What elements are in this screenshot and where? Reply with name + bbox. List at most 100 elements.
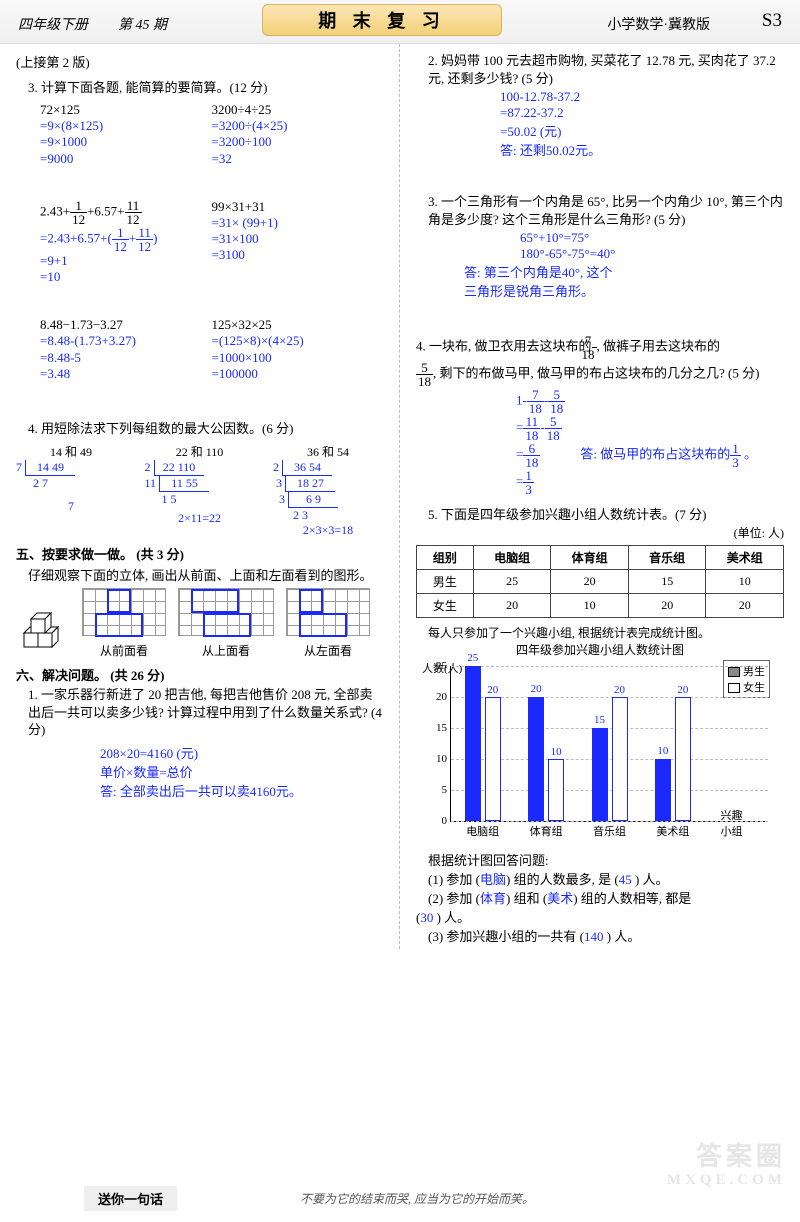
t: ) 人。 <box>604 929 641 944</box>
d: 12 <box>70 213 87 226</box>
table-row: 男生 25 20 15 10 <box>417 569 784 593</box>
td: 10 <box>551 593 629 617</box>
blank: 45 <box>619 872 632 887</box>
page-header: 四年级下册 第 45 期 期 末 复 习 小学数学·冀教版 S3 <box>0 0 800 44</box>
step: =32 <box>212 151 384 167</box>
right-column: 2. 妈妈带 100 元去超市购物, 买菜花了 12.78 元, 买肉花了 37… <box>400 44 800 949</box>
step: =10 <box>40 269 212 285</box>
n: 1 <box>730 442 741 456</box>
div: 2 <box>145 460 151 474</box>
calc-pair-3: 8.48−1.73−3.27 =8.48-(1.73+3.27) =8.48-5… <box>16 317 383 382</box>
t: (3) 参加兴趣小组的一共有 ( <box>428 929 584 944</box>
sub-q: 根据统计图回答问题: <box>416 850 784 869</box>
gcf-result: 2×11=22 <box>145 511 255 526</box>
t: ) 组和 ( <box>506 891 547 906</box>
step: =3.48 <box>40 366 212 382</box>
n: 11 <box>125 199 142 213</box>
t: = <box>516 420 523 435</box>
t: = <box>516 447 523 462</box>
t: 2.43+ <box>40 203 70 218</box>
blank: 140 <box>584 929 604 944</box>
ans2b: (30 ) 人。 <box>416 907 784 926</box>
step: 1-718-518 <box>516 388 784 415</box>
n: 11 <box>136 226 153 240</box>
gcf-work: 7 14 49 2 7 <box>16 460 126 491</box>
n: 11 <box>523 415 540 429</box>
step: 180°-65°-75°=40° <box>520 246 784 262</box>
bar-girl: 20 <box>485 697 501 821</box>
td: 10 <box>706 569 784 593</box>
left-column: (上接第 2 版) 3. 计算下面各题, 能简算的要简算。(12 分) 72×1… <box>0 44 400 949</box>
td: 20 <box>551 569 629 593</box>
blank: 电脑 <box>480 872 506 887</box>
row: 1 5 <box>154 492 177 506</box>
top-view: 从上面看 <box>172 588 280 659</box>
t: = <box>516 474 523 489</box>
table-row: 女生 20 10 20 20 <box>417 593 784 617</box>
q6-1-ans: 208×20=4160 (元) 单价×数量=总价 答: 全部卖出后一共可以卖41… <box>100 743 383 800</box>
n: 6 <box>523 442 540 456</box>
td: 男生 <box>417 569 474 593</box>
div: 3 <box>279 492 285 506</box>
step: 答: 全部卖出后一共可以卖4160元。 <box>100 781 383 800</box>
calc-2b: 99×31+31 =31× (99+1) =31×100 =3100 <box>212 199 384 286</box>
calc-3b: 125×32×25 =(125×8)×(4×25) =1000×100 =100… <box>212 317 384 382</box>
t: ) 人。 <box>433 910 470 925</box>
rq4: 4. 一块布, 做卫衣用去这块布的718, 做裤子用去这块布的 <box>416 334 784 361</box>
d: 3 <box>730 456 741 469</box>
div: 7 <box>16 460 22 474</box>
bar-boy: 10 <box>655 759 671 821</box>
final-answer: 答: 做马甲的布占这块布的13 。 <box>580 442 757 469</box>
gcf-work: 2 36 54 3 18 27 3 6 9 2 3 <box>273 460 383 523</box>
ans1: (1) 参加 (电脑) 组的人数最多, 是 (45 ) 人。 <box>416 869 784 888</box>
step: 208×20=4160 (元) <box>100 743 383 762</box>
gcf-1: 14 和 49 7 14 49 2 7 7 <box>16 443 126 538</box>
header-subject: 小学数学·冀教版 <box>607 14 710 34</box>
calc-pair-2: 2.43+112+6.57+1112 =2.43+6.57+(112+1112)… <box>16 199 383 286</box>
ans3: (3) 参加兴趣小组的一共有 (140 ) 人。 <box>416 926 784 945</box>
blank: 30 <box>420 910 433 925</box>
gcf-3: 36 和 54 2 36 54 3 18 27 3 6 9 2 3 2×3×3=… <box>273 443 383 538</box>
step: =9+1 <box>40 253 212 269</box>
calc-1b: 3200÷4÷25 =3200÷(4×25) =3200÷100 =32 <box>212 102 384 167</box>
step: 单价×数量=总价 <box>100 762 383 781</box>
stats-table: 组别 电脑组 体育组 音乐组 美术组 男生 25 20 15 10 女生 20 … <box>416 545 784 618</box>
content: (上接第 2 版) 3. 计算下面各题, 能简算的要简算。(12 分) 72×1… <box>0 44 800 949</box>
expr: 99×31+31 <box>212 199 384 215</box>
step: =9×1000 <box>40 134 212 150</box>
bar-chart: 男生 女生 人数(人) 05101520252520201015201020电脑… <box>416 660 776 850</box>
expr: 3200÷4÷25 <box>212 102 384 118</box>
gcf-2: 22 和 110 2 22 110 11 11 55 1 5 2×11=22 <box>145 443 255 538</box>
front-view: 从前面看 <box>76 588 172 659</box>
step: 100-12.78-37.2 <box>500 89 784 105</box>
bar-boy: 25 <box>465 666 481 821</box>
bar-girl: 10 <box>548 759 564 821</box>
unit: (单位: 人) <box>416 524 784 541</box>
t: =2.43+6.57+( <box>40 230 112 245</box>
t: +6.57+ <box>87 203 124 218</box>
solid-icon <box>16 603 76 659</box>
continued-note: (上接第 2 版) <box>16 52 383 71</box>
t: ) 组的人数相等, 都是 <box>573 891 691 906</box>
rq3-ans: 65°+10°=75° 180°-65°-75°=40° <box>520 230 784 262</box>
n: 1 <box>523 469 534 483</box>
row: 2 7 <box>25 476 48 490</box>
d: 18 <box>416 375 433 388</box>
q3-title: 3. 计算下面各题, 能简算的要简算。(12 分) <box>16 77 383 96</box>
row: 22 110 <box>154 460 204 476</box>
step: =3200÷100 <box>212 134 384 150</box>
rq3-ans2: 答: 第三个内角是40°, 这个 三角形是锐角三角形。 <box>464 262 784 300</box>
sec5-title: 五、按要求做一做。 (共 3 分) <box>16 544 383 563</box>
t: + <box>129 230 136 245</box>
header-grade: 四年级下册 <box>18 14 88 34</box>
td: 女生 <box>417 593 474 617</box>
td: 25 <box>473 569 551 593</box>
step: 答: 第三个内角是40°, 这个 <box>464 262 784 281</box>
calc-1a: 72×125 =9×(8×125) =9×1000 =9000 <box>16 102 212 167</box>
header-code: S3 <box>762 10 782 32</box>
div: 2 <box>273 460 279 474</box>
bar-girl: 20 <box>675 697 691 821</box>
step-row: =618 答: 做马甲的布占这块布的13 。 <box>516 442 784 469</box>
row: 11 55 <box>159 476 209 492</box>
footer-box: 送你一句话 <box>84 1186 177 1211</box>
